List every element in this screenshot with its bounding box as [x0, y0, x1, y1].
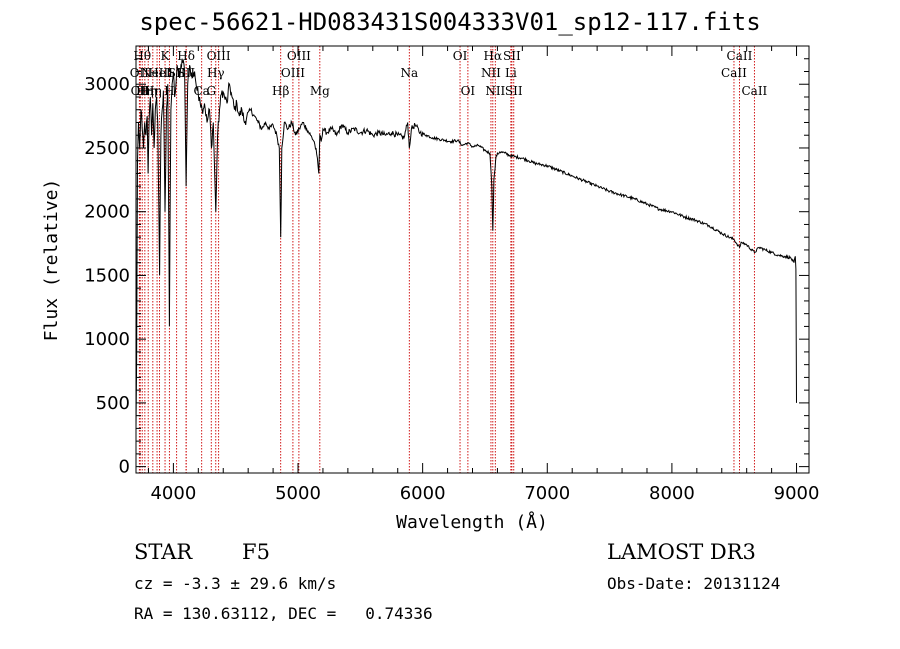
x-axis-label: Wavelength (Å)	[396, 511, 548, 533]
marker-label-OII: OII	[130, 66, 150, 80]
spectrum-line	[135, 58, 797, 429]
x-tick-label: 5000	[275, 483, 321, 504]
marker-label-OIII: OIII	[281, 66, 305, 80]
marker-label-HeI: HeI	[148, 66, 171, 80]
x-axis-ticks: 4000 5000 6000 7000 8000 9000	[147, 46, 820, 504]
survey-name: LAMOST DR3	[607, 540, 756, 564]
marker-label-Hα: Hα	[484, 49, 503, 63]
x-tick-label: 7000	[524, 483, 570, 504]
marker-label-SII: SII	[505, 84, 523, 98]
y-tick-label: 1000	[84, 329, 130, 350]
obs-date: Obs-Date: 20131124	[607, 574, 781, 593]
marker-label-CaII: CaII	[741, 84, 767, 98]
marker-label-Hβ: Hβ	[272, 84, 289, 98]
marker-label-Hθ: Hθ	[133, 49, 151, 63]
object-subclass: F5	[242, 540, 270, 564]
y-axis-ticks: 0 500 1000 1500 2000 2500 3000	[84, 58, 809, 478]
x-tick-label: 9000	[774, 483, 820, 504]
marker-label-NII: NII	[485, 84, 505, 98]
marker-label-OIII: OIII	[287, 49, 311, 63]
marker-label-H: H	[164, 84, 174, 98]
x-tick-label: 6000	[400, 483, 446, 504]
y-tick-label: 1500	[84, 265, 130, 286]
marker-label-Na: Na	[400, 66, 418, 80]
marker-label-CaII: CaII	[727, 49, 753, 63]
line-markers	[138, 46, 755, 473]
y-axis-label: Flux (relative)	[41, 179, 62, 342]
y-tick-label: 3000	[84, 74, 130, 95]
marker-label-OI: OI	[461, 84, 476, 98]
y-tick-label: 500	[96, 393, 130, 414]
y-tick-label: 2000	[84, 202, 130, 223]
marker-label-CaII: CaII	[721, 66, 747, 80]
ra-dec: RA = 130.63112, DEC = 0.74336	[134, 604, 433, 623]
marker-label-G: G	[206, 84, 216, 98]
marker-label-NII: NII	[481, 66, 501, 80]
marker-label-OIII: OIII	[207, 49, 231, 63]
redshift-cz: cz = -3.3 ± 29.6 km/s	[134, 574, 337, 593]
marker-label-Mg: Mg	[310, 84, 330, 98]
chart-title: spec-56621-HD083431S004333V01_sp12-117.f…	[139, 8, 761, 36]
line-labels: OIIOIIHθHηHηHηNeIIIHeIKHSIIHδSIICaGHγOII…	[130, 49, 768, 98]
marker-label-Hη: Hη	[136, 84, 154, 98]
plot-frame	[135, 45, 810, 474]
marker-label-Hδ: Hδ	[177, 49, 195, 63]
marker-label-Li: Li	[505, 66, 517, 80]
y-tick-label: 2500	[84, 138, 130, 159]
marker-label-NeIII: NeIII	[141, 66, 173, 80]
marker-label-K: K	[161, 49, 171, 63]
x-tick-label: 4000	[150, 483, 196, 504]
marker-label-OII: OII	[131, 84, 151, 98]
marker-label-OI: OI	[453, 49, 468, 63]
marker-label-Hγ: Hγ	[207, 66, 225, 80]
marker-label-Hη: Hη	[144, 84, 162, 98]
y-tick-label: 0	[119, 457, 130, 478]
x-tick-label: 8000	[649, 483, 695, 504]
marker-label-Hη: Hη	[139, 84, 157, 98]
object-class: STAR	[134, 540, 193, 564]
marker-label-SII: SII	[503, 49, 521, 63]
